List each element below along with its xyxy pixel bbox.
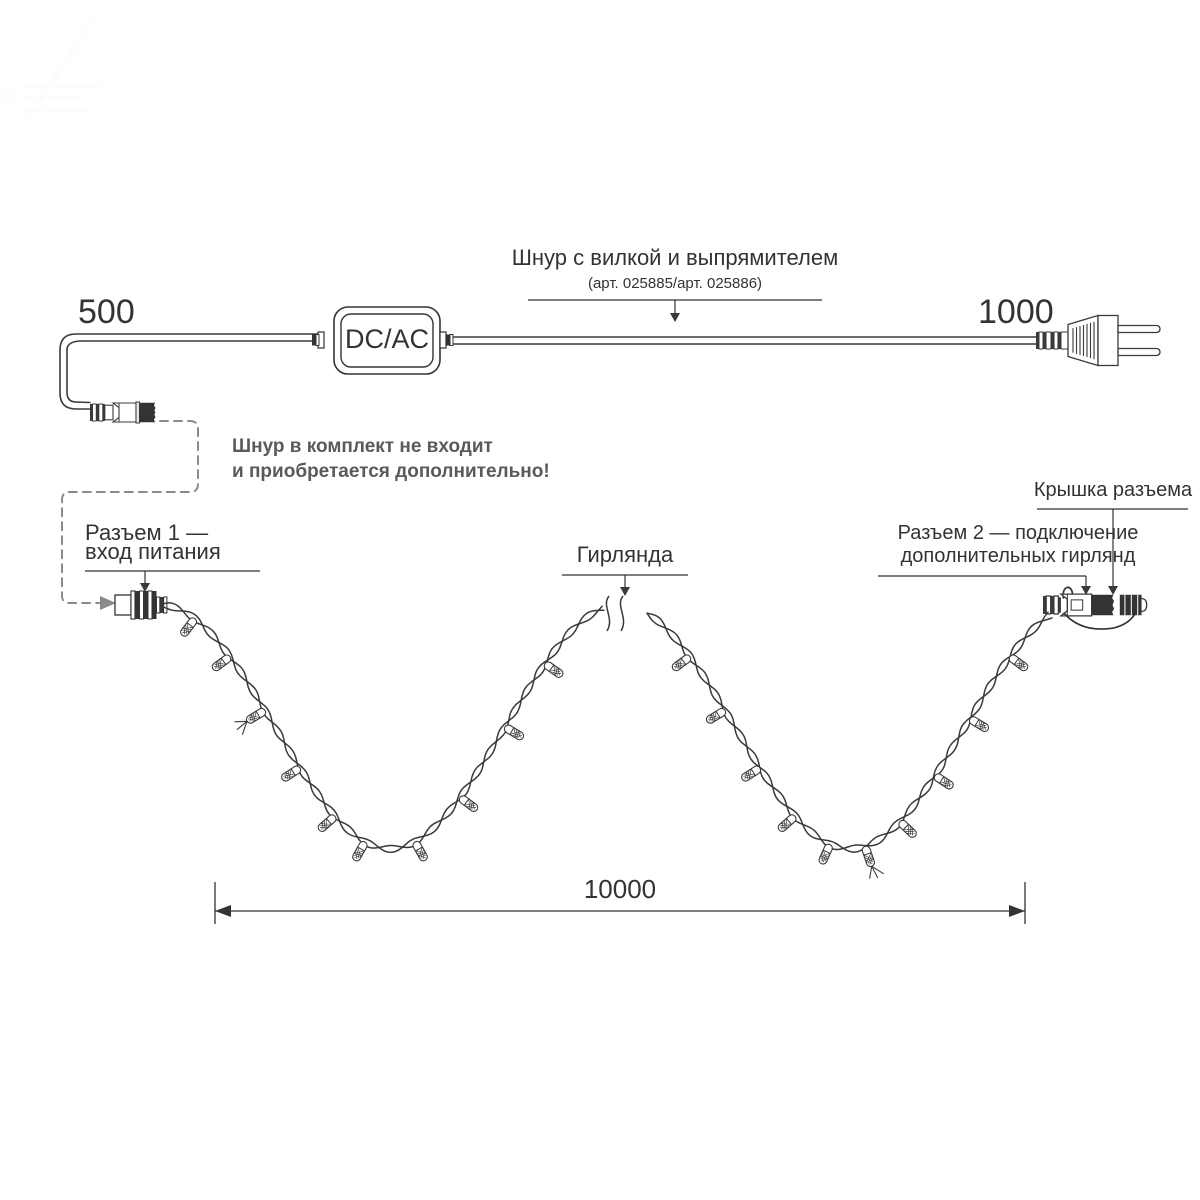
svg-text:10000: 10000 (584, 874, 656, 904)
svg-text:Крышка разъема: Крышка разъема (1034, 479, 1193, 501)
svg-text:Гирлянда: Гирлянда (577, 542, 674, 567)
svg-text:и приобретается дополнительно!: и приобретается дополнительно! (232, 461, 550, 482)
svg-text:1000: 1000 (978, 293, 1054, 331)
svg-text:Разъем 2 — подключение: Разъем 2 — подключение (898, 522, 1139, 544)
svg-text:дополнительных гирлянд: дополнительных гирлянд (901, 545, 1136, 567)
svg-text:Шнур с вилкой и выпрямителем: Шнур с вилкой и выпрямителем (512, 245, 839, 270)
svg-text:вход питания: вход питания (85, 539, 221, 564)
svg-text:500: 500 (78, 293, 135, 331)
svg-text:DC/AC: DC/AC (345, 324, 429, 354)
svg-text:Шнур в комплект не входит: Шнур в комплект не входит (232, 436, 493, 457)
svg-text:(арт. 025885/арт. 025886): (арт. 025885/арт. 025886) (588, 275, 762, 292)
